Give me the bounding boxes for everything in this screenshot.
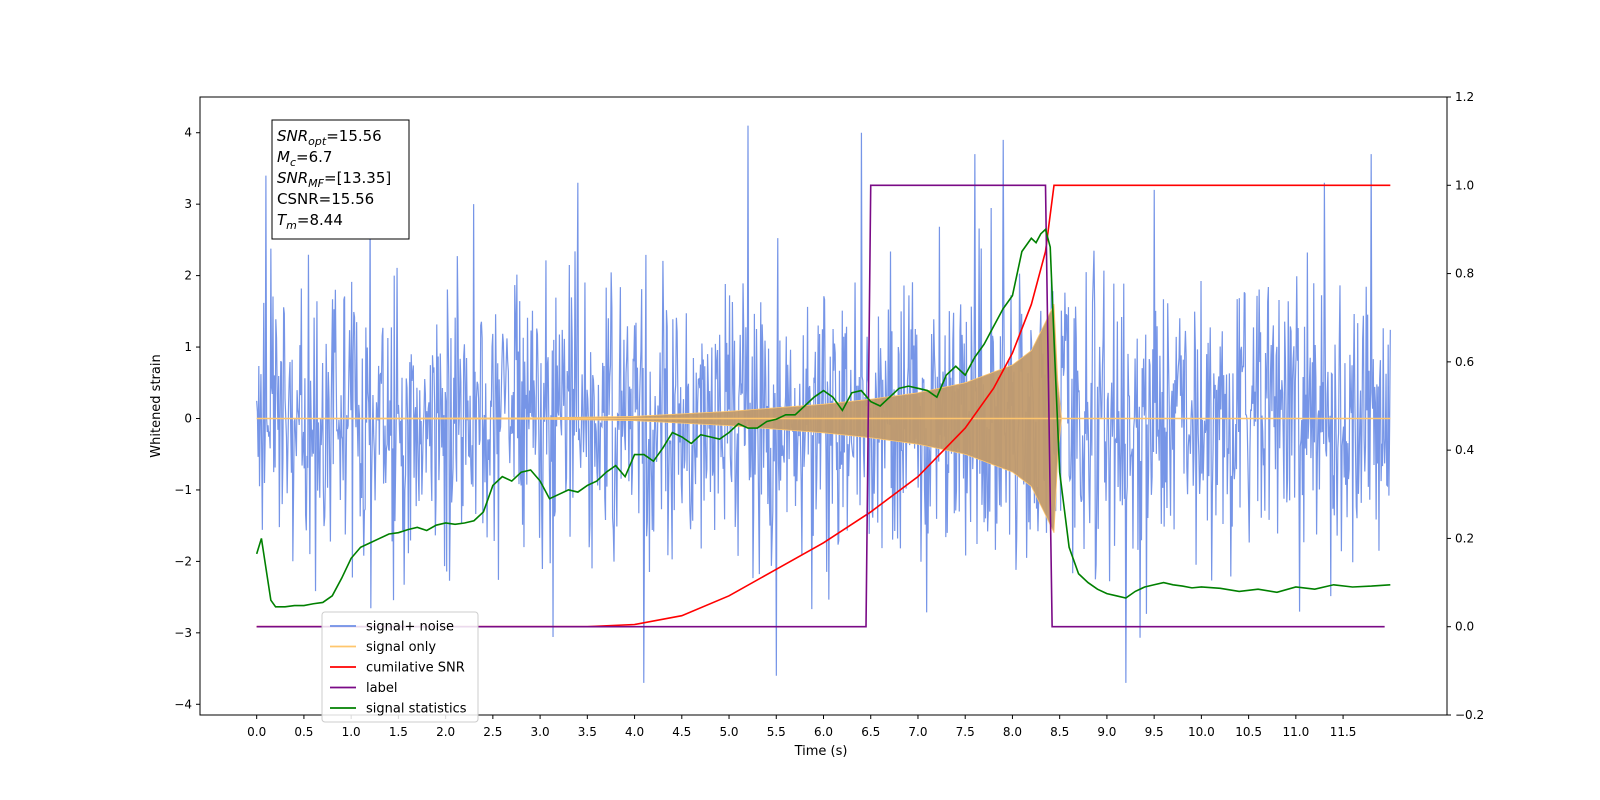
x-tick-label: 2.0 [436, 725, 455, 739]
y-tick-label: −2 [174, 554, 192, 568]
x-axis: 0.0 0.5 1.0 1.5 2.0 2.5 3.0 3.5 4.0 4.5 5.0 5.5 6.0 6… [247, 715, 1356, 739]
info-line: SNRMF=[13.35] [277, 169, 391, 190]
info-box: SNRopt=15.56Mc=6.7SNRMF=[13.35]CSNR=15.5… [271, 119, 410, 240]
x-tick-label: 0.5 [294, 725, 313, 739]
y2-tick-label: 1.0 [1455, 178, 1474, 192]
y2-tick-label: 0.8 [1455, 267, 1474, 281]
y2-tick-label: 0.0 [1455, 620, 1474, 634]
x-tick-label: 9.5 [1145, 725, 1164, 739]
signal-only-series [256, 304, 1391, 533]
y-axis-right: 1.2 1.0 0.8 0.6 0.4 0.2 0.0 −0.2 [1447, 90, 1484, 722]
y-tick-label: −3 [174, 626, 192, 640]
y-tick-label: 0 [184, 412, 192, 426]
y-axis-left: 4 3 2 1 0 −1 −2 −3 −4 [174, 126, 200, 711]
x-tick-label: 5.5 [767, 725, 786, 739]
x-tick-label: 1.0 [342, 725, 361, 739]
x-tick-label: 3.0 [531, 725, 550, 739]
x-tick-label: 4.0 [625, 725, 644, 739]
x-axis-title: Time (s) [794, 744, 848, 759]
right-axis-series [255, 184, 1391, 628]
x-tick-label: 0.0 [247, 725, 266, 739]
x-tick-label: 8.0 [1003, 725, 1022, 739]
x-tick-label: 10.5 [1235, 725, 1262, 739]
y-tick-label: 2 [184, 269, 192, 283]
x-tick-label: 1.5 [389, 725, 408, 739]
x-tick-label: 9.0 [1097, 725, 1116, 739]
signal-statistics-line [255, 227, 1391, 608]
cumulative-snr-line [256, 184, 1391, 628]
y-tick-label: −1 [174, 483, 192, 497]
legend-label: signal only [366, 640, 436, 655]
legend-label: signal statistics [366, 702, 467, 717]
info-line: Tm=8.44 [277, 211, 343, 232]
x-tick-label: 8.5 [1050, 725, 1069, 739]
legend-label: signal+ noise [366, 620, 454, 635]
legend-label: cumilative SNR [366, 661, 465, 676]
y2-tick-label: 0.6 [1455, 355, 1474, 369]
x-tick-label: 7.5 [956, 725, 975, 739]
legend: signal+ noise signal only cumilative SNR la… [321, 611, 479, 723]
x-tick-label: 2.5 [483, 725, 502, 739]
y-axis-title: Whitened strain [149, 354, 164, 457]
y-tick-label: −4 [174, 697, 192, 711]
info-box-frame [271, 119, 410, 240]
label-line [256, 184, 1385, 628]
x-tick-label: 3.5 [578, 725, 597, 739]
x-tick-label: 4.5 [672, 725, 691, 739]
legend-label: label [366, 681, 397, 696]
info-line: CSNR=15.56 [277, 190, 374, 208]
signal-noise-series [256, 125, 1391, 683]
y-tick-label: 4 [184, 126, 192, 140]
y2-tick-label: 0.2 [1455, 531, 1474, 545]
y2-tick-label: 0.4 [1455, 443, 1474, 457]
x-tick-label: 11.0 [1282, 725, 1309, 739]
x-tick-label: 6.0 [814, 725, 833, 739]
legend-frame [321, 611, 479, 723]
x-tick-label: 7.0 [908, 725, 927, 739]
y-tick-label: 1 [184, 340, 192, 354]
x-tick-label: 6.5 [861, 725, 880, 739]
x-tick-label: 11.5 [1330, 725, 1357, 739]
y2-tick-label: −0.2 [1455, 708, 1484, 722]
y-tick-label: 3 [184, 197, 192, 211]
y2-tick-label: 1.2 [1455, 90, 1474, 104]
signal-noise-line [256, 125, 1391, 683]
x-tick-label: 5.0 [719, 725, 738, 739]
x-tick-label: 10.0 [1188, 725, 1215, 739]
info-line: SNRopt=15.56 [277, 127, 382, 148]
info-line: Mc=6.7 [277, 148, 332, 169]
